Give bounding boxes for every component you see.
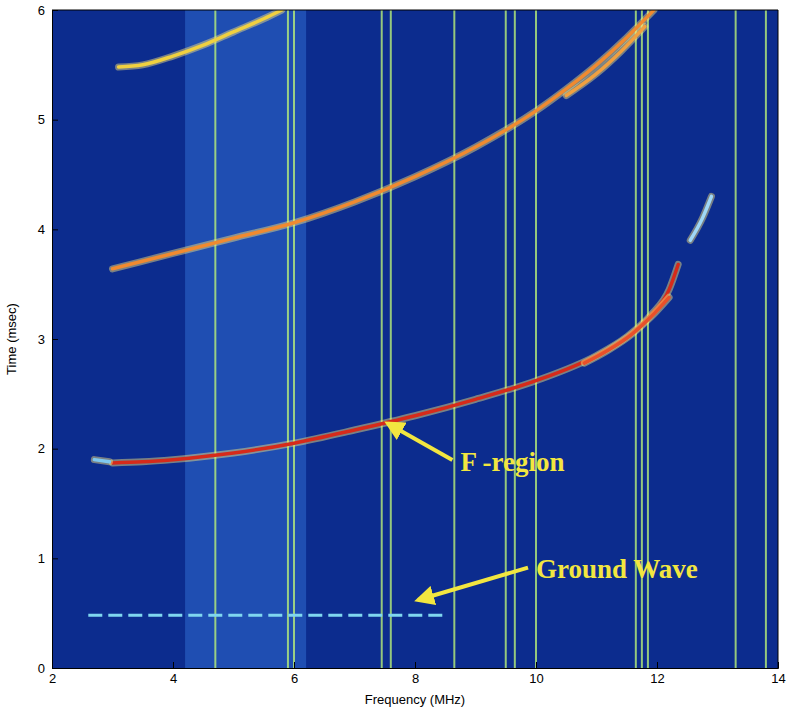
tick-mark xyxy=(657,662,658,668)
axis-line xyxy=(53,11,59,669)
tick-label: 1 xyxy=(38,551,45,566)
x-axis: 2 4 6 8 10 12 14 xyxy=(49,662,786,686)
tick-mark xyxy=(52,558,58,559)
trace xyxy=(113,264,679,462)
frame xyxy=(778,10,779,668)
tick-label: 12 xyxy=(650,671,664,686)
plot-background xyxy=(52,10,778,668)
tick-mark xyxy=(415,662,416,668)
trace xyxy=(584,297,669,363)
annotation: F -region xyxy=(460,447,564,477)
tick: 10 xyxy=(529,662,543,686)
trace-halo xyxy=(113,10,654,269)
tick-mark xyxy=(173,662,174,668)
tick: 2 xyxy=(38,441,58,456)
axis-line xyxy=(53,662,779,669)
tick-label: 3 xyxy=(38,332,45,347)
trace-halo xyxy=(113,264,679,462)
tick-label: 5 xyxy=(38,112,45,127)
interference-line xyxy=(287,10,289,668)
interference-line xyxy=(453,10,455,668)
tick: 0 xyxy=(38,661,58,676)
y-axis-title: Time (msec) xyxy=(4,303,19,375)
interference-line xyxy=(390,10,392,668)
tick-label: 2 xyxy=(49,671,56,686)
tick: 5 xyxy=(38,112,58,127)
tick: 6 xyxy=(291,662,298,686)
x-axis-title: Frequency (MHz) xyxy=(365,692,465,707)
interference-line xyxy=(293,10,295,668)
tick: 4 xyxy=(170,662,177,686)
trace xyxy=(566,26,645,95)
noise-band xyxy=(185,10,306,668)
tick-label: 4 xyxy=(38,222,45,237)
tick: 3 xyxy=(38,332,58,347)
tick-label: 6 xyxy=(291,671,298,686)
trace xyxy=(88,614,445,617)
chart: 24681012140123456Frequency (MHz)Time (ms… xyxy=(0,0,790,712)
trace xyxy=(690,196,711,240)
y-axis: 0 1 2 3 4 5 6 xyxy=(38,3,58,676)
trace xyxy=(119,10,282,67)
trace xyxy=(94,460,109,462)
trace-halo xyxy=(566,26,645,95)
tick-mark xyxy=(52,339,58,340)
tick-mark xyxy=(52,449,58,450)
tick-mark xyxy=(52,120,58,121)
tick: 8 xyxy=(412,662,419,686)
tick: 4 xyxy=(38,222,58,237)
tick-mark xyxy=(536,662,537,668)
tick-mark xyxy=(294,662,295,668)
tick: 1 xyxy=(38,551,58,566)
tick: 14 xyxy=(771,662,785,686)
annotation: Ground Wave xyxy=(536,554,698,584)
interference-line xyxy=(735,10,737,668)
tick: 12 xyxy=(650,662,664,686)
annotation-arrow xyxy=(418,568,528,600)
tick-mark xyxy=(52,10,58,11)
trace-halo xyxy=(584,297,669,363)
tick: 6 xyxy=(38,3,58,18)
interference-line xyxy=(381,10,383,668)
tick-mark xyxy=(778,662,779,668)
interference-line xyxy=(505,10,507,668)
tick-mark xyxy=(52,229,58,230)
tick-label: 0 xyxy=(38,661,45,676)
tick-label: 2 xyxy=(38,441,45,456)
plot-area xyxy=(88,10,766,668)
annotation-arrow xyxy=(388,423,453,460)
tick-mark xyxy=(52,668,58,669)
tick-label: 8 xyxy=(412,671,419,686)
tick-label: 6 xyxy=(38,3,45,18)
interference-line xyxy=(214,10,216,668)
interference-line xyxy=(765,10,767,668)
trace-halo xyxy=(94,460,109,462)
trace-halo xyxy=(690,196,711,240)
tick-label: 14 xyxy=(771,671,785,686)
trace-halo xyxy=(119,10,282,67)
frame xyxy=(52,10,778,11)
tick-label: 4 xyxy=(170,671,177,686)
tick-label: 10 xyxy=(529,671,543,686)
trace xyxy=(113,10,654,269)
